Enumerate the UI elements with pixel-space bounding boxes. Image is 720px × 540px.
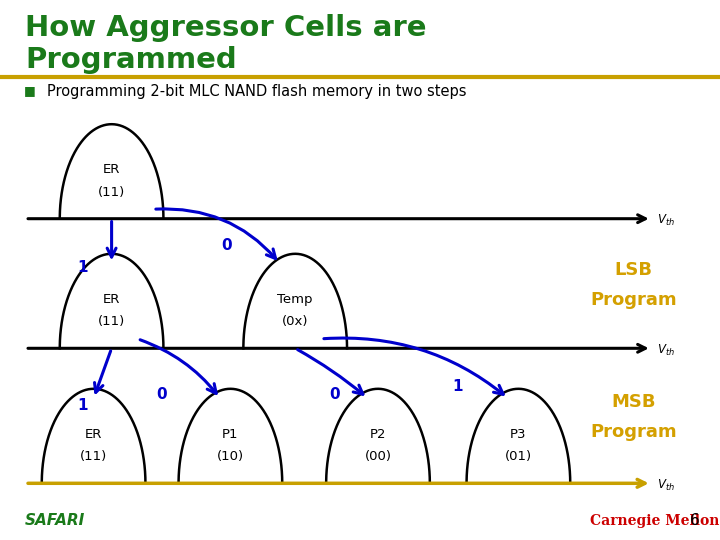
Text: ER: ER <box>85 428 102 441</box>
Text: (0x): (0x) <box>282 315 308 328</box>
Text: (11): (11) <box>98 186 125 199</box>
Text: $V_{th}$: $V_{th}$ <box>657 343 675 358</box>
Text: Carnegie Mellon: Carnegie Mellon <box>590 514 720 528</box>
Text: ER: ER <box>103 163 120 176</box>
Text: 6: 6 <box>690 513 700 528</box>
Text: 0: 0 <box>222 238 232 253</box>
Text: (01): (01) <box>505 450 532 463</box>
Text: Programmed: Programmed <box>25 46 237 74</box>
Text: P1: P1 <box>222 428 238 441</box>
Text: LSB: LSB <box>615 261 652 279</box>
Text: $V_{th}$: $V_{th}$ <box>657 478 675 493</box>
Text: 0: 0 <box>157 387 167 402</box>
Text: (11): (11) <box>80 450 107 463</box>
Text: ■: ■ <box>24 84 35 97</box>
Text: How Aggressor Cells are: How Aggressor Cells are <box>25 14 427 42</box>
Text: Temp: Temp <box>277 293 313 306</box>
Text: 0: 0 <box>330 387 340 402</box>
Text: $V_{th}$: $V_{th}$ <box>657 213 675 228</box>
Text: P2: P2 <box>370 428 386 441</box>
Text: Programming 2-bit MLC NAND flash memory in two steps: Programming 2-bit MLC NAND flash memory … <box>47 84 467 99</box>
Text: Program: Program <box>590 291 677 309</box>
Text: (00): (00) <box>364 450 392 463</box>
Text: P3: P3 <box>510 428 526 441</box>
Text: 1: 1 <box>452 379 462 394</box>
Text: (11): (11) <box>98 315 125 328</box>
Text: 1: 1 <box>78 260 88 275</box>
Text: Program: Program <box>590 423 677 441</box>
Text: 1: 1 <box>78 397 88 413</box>
Text: MSB: MSB <box>611 393 656 411</box>
Text: (10): (10) <box>217 450 244 463</box>
Text: ER: ER <box>103 293 120 306</box>
Text: SAFARI: SAFARI <box>25 513 86 528</box>
